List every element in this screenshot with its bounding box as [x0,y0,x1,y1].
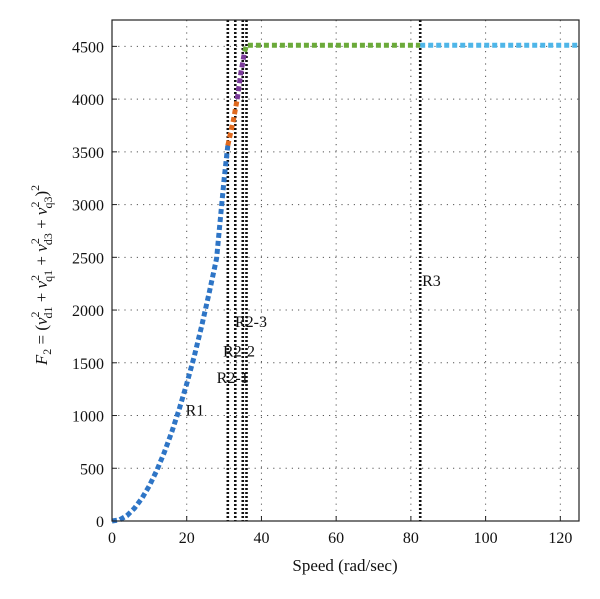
y-tick-label: 3500 [72,145,104,162]
y-tick-label: 500 [80,461,104,478]
y-label-t4-sup: 2 [28,202,42,208]
region-label-r3: R3 [422,273,441,290]
y-tick-label: 3000 [72,198,104,215]
y-tick-label: 0 [96,514,104,531]
y-tick-label: 4500 [72,39,104,56]
x-tick-label: 100 [474,530,498,547]
y-label-t3: v [32,244,51,252]
region-label-r2-2: R2-2 [223,343,255,360]
region-labels: R1 R2-1 R2-2 R2-3 R3 [186,273,441,420]
region-label-r2-1: R2-1 [217,370,249,387]
data-series [111,42,579,524]
y-tick-label: 2000 [72,303,104,320]
y-label-plus3: + [32,215,51,233]
x-tick-label: 120 [548,530,572,547]
y-tick-label: 4000 [72,92,104,109]
y-label-plus1: + [32,288,51,306]
y-label-t1-sup: 2 [28,311,42,317]
y-tick-label: 1000 [72,409,104,426]
series-line-r1 [111,145,231,524]
x-tick-label: 40 [253,530,269,547]
y-label-eq: = ( [32,325,51,349]
axis-ticks [111,45,561,522]
y-label-outer-sup: 2 [28,185,42,191]
region-label-r2-3: R2-3 [235,314,267,331]
y-tick-label: 1500 [72,356,104,373]
y-label-t2-sup: 2 [28,275,42,281]
y-tick-label: 2500 [72,250,104,267]
x-tick-label: 0 [108,530,116,547]
y-label-t1: v [32,317,51,325]
x-tick-label: 80 [403,530,419,547]
y-label-t4: v [32,207,51,215]
y-label-t3-sub: d3 [41,233,55,245]
region-label-r1: R1 [186,403,205,420]
y-axis-label: F2 = (v2d1 + v2q1 + v2d3 + v2q3)2 [28,185,55,366]
x-tick-label: 20 [179,530,195,547]
grid [112,20,579,521]
tick-labels: 0 20 40 60 80 100 120 0 500 1000 1500 2000 2500 3000 3… [72,39,572,547]
x-axis-label: Speed (rad/sec) [292,556,397,575]
x-tick-label: 60 [328,530,344,547]
y-label-lhs-sub: 2 [40,349,54,355]
y-label-plus2: + [32,252,51,270]
y-label-t1-sub: d1 [41,306,55,318]
y-label-t2-sub: q1 [41,270,55,282]
y-label-t2: v [32,280,51,288]
series-line-r2-3 [242,42,421,53]
series-line-r2-2 [234,51,248,100]
y-label-t3-sup: 2 [28,238,42,244]
y-label-t4-sub: q3 [41,197,55,209]
series-line-r2-1 [225,98,240,147]
y-label-close: ) [32,191,51,197]
y-label-lhs: F [32,354,51,366]
plot-frame [111,19,580,522]
region-boundaries [226,20,422,521]
